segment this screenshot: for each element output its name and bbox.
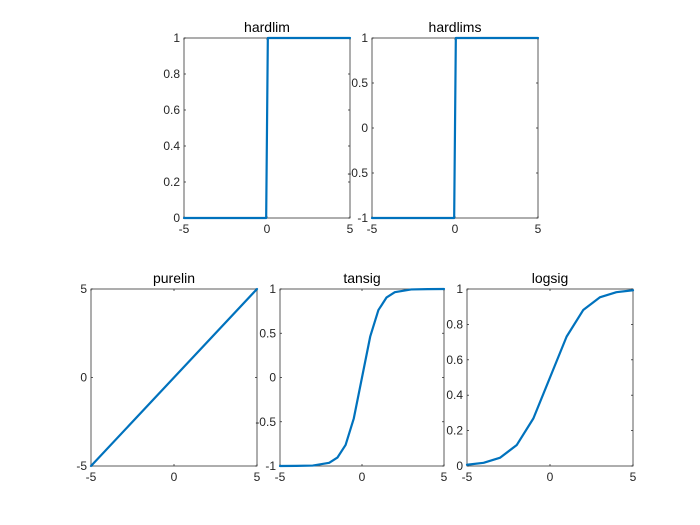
- subplot-title: tansig: [343, 270, 380, 286]
- subplot-title: hardlim: [244, 19, 290, 35]
- y-tick-label: -5: [76, 459, 87, 473]
- subplot-logsig: logsig -5 0 500.20.40.60.81: [446, 270, 636, 484]
- y-tick-label: 0.6: [446, 353, 463, 367]
- y-tick-label: 0: [269, 371, 276, 385]
- series-line-logsig: [465, 289, 635, 466]
- x-tick-label: -5: [86, 470, 97, 484]
- x-tick-label: 0: [264, 222, 271, 236]
- y-tick-label: 5: [80, 282, 87, 296]
- series-line-tansig: [278, 287, 446, 468]
- x-tick-label: 5: [630, 470, 637, 484]
- series-line-hardlim: [182, 36, 352, 220]
- y-tick-label: 0.4: [163, 139, 180, 153]
- y-tick-label: 0: [456, 459, 463, 473]
- subplot-hardlim: hardlim -5 0 500.20.40.60.81: [163, 19, 353, 236]
- x-tick-label: 5: [535, 222, 542, 236]
- y-tick-label: 0.8: [446, 317, 463, 331]
- y-tick-label: 1: [456, 282, 463, 296]
- data-marks: -5 0 500.20.40.60.81: [163, 31, 353, 236]
- y-tick-label: 0: [80, 371, 87, 385]
- x-tick-label: 0: [452, 222, 459, 236]
- x-tick-label: 5: [347, 222, 354, 236]
- subplot-title: logsig: [532, 270, 569, 286]
- x-tick-label: -5: [462, 470, 473, 484]
- x-tick-label: 5: [254, 470, 261, 484]
- data-marks: -5 0 500.20.40.60.81: [446, 282, 636, 484]
- x-tick-label: 0: [359, 470, 366, 484]
- series-line-hardlims: [370, 36, 540, 220]
- data-marks: -5 0 5 -5 0 5: [76, 282, 260, 484]
- y-tick-label: 0.5: [351, 76, 368, 90]
- x-tick-label: -5: [367, 222, 378, 236]
- x-tick-label: -5: [179, 222, 190, 236]
- x-tick-label: -5: [275, 470, 286, 484]
- y-tick-label: 0.2: [163, 175, 180, 189]
- y-tick-label: -1: [357, 211, 368, 225]
- subplot-purelin: purelin -5 0 5 -5 0 5: [76, 270, 260, 484]
- y-tick-label: 0: [173, 211, 180, 225]
- x-tick-label: 0: [547, 470, 554, 484]
- subplot-hardlims: hardlims -5 0 5-1-0.500.51: [347, 19, 541, 236]
- subplot-tansig: tansig -5 0 5 -1 -0.5 0 0.5 1: [255, 270, 447, 484]
- y-tick-label: 1: [361, 31, 368, 45]
- y-tick-label: -0.5: [255, 415, 276, 429]
- subplot-title: hardlims: [429, 19, 482, 35]
- subplot-title: purelin: [153, 270, 195, 286]
- y-tick-label: 0: [361, 121, 368, 135]
- y-tick-label: 0.6: [163, 103, 180, 117]
- data-marks: -5 0 5 -1 -0.5 0 0.5 1: [255, 282, 447, 484]
- y-tick-label: 0.2: [446, 424, 463, 438]
- x-tick-label: 0: [171, 470, 178, 484]
- y-tick-label: 1: [269, 282, 276, 296]
- y-tick-label: -0.5: [347, 166, 368, 180]
- y-tick-label: 0.8: [163, 67, 180, 81]
- y-tick-label: -1: [265, 459, 276, 473]
- y-tick-label: 0.5: [259, 326, 276, 340]
- data-marks: -5 0 5-1-0.500.51: [347, 31, 541, 236]
- y-tick-label: 1: [173, 31, 180, 45]
- series-line-purelin: [89, 287, 259, 468]
- y-tick-label: 0.4: [446, 388, 463, 402]
- x-tick-label: 5: [441, 470, 448, 484]
